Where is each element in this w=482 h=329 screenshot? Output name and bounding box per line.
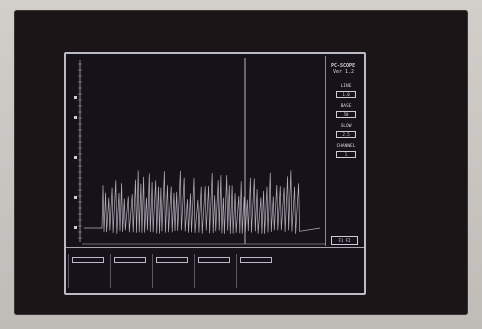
- function-button[interactable]: F1 F2: [331, 236, 358, 245]
- control-channel-value[interactable]: 1: [336, 151, 356, 158]
- control-base-label: BASE: [340, 104, 352, 109]
- bottom-control-4[interactable]: [194, 254, 233, 288]
- control-channel-label: CHANNEL: [336, 144, 356, 149]
- axis-marker: [74, 156, 77, 159]
- waveform-plot-area: [70, 56, 326, 246]
- control-line-value[interactable]: 1.0: [336, 91, 356, 98]
- control-slow-label: SLOW: [340, 124, 352, 129]
- waveform-trace: [84, 170, 321, 234]
- bottom-control-1[interactable]: [68, 254, 107, 288]
- control-base-value[interactable]: 50: [336, 111, 356, 118]
- control-slow-value[interactable]: 2.5: [336, 131, 356, 138]
- bottom-control-2-value[interactable]: [114, 257, 146, 263]
- control-base[interactable]: BASE 50: [332, 104, 360, 118]
- bottom-control-4-value[interactable]: [198, 257, 230, 263]
- axis-marker: [74, 196, 77, 199]
- axis-marker: [74, 226, 77, 229]
- axis-marker: [74, 116, 77, 119]
- bottom-control-bar: [66, 247, 364, 292]
- control-channel[interactable]: CHANNEL 1: [332, 144, 360, 158]
- status-readout: [276, 252, 362, 288]
- app-title: PC-SCOPE: [331, 63, 356, 69]
- bottom-control-5-value[interactable]: [240, 257, 272, 263]
- bottom-control-5[interactable]: [236, 254, 275, 288]
- bottom-control-3-value[interactable]: [156, 257, 188, 263]
- bottom-control-3[interactable]: [152, 254, 191, 288]
- app-version: Ver 1.2: [333, 69, 355, 75]
- bottom-control-2[interactable]: [110, 254, 149, 288]
- control-line-label: LINE: [340, 84, 352, 89]
- oscilloscope-screen: [64, 52, 366, 295]
- bottom-control-1-value[interactable]: [72, 257, 104, 263]
- control-line[interactable]: LINE 1.0: [332, 84, 360, 98]
- axis-marker: [74, 96, 77, 99]
- side-control-panel: PC-SCOPE Ver 1.2 LINE 1.0 BASE 50 SLOW 2…: [327, 58, 363, 248]
- control-slow[interactable]: SLOW 2.5: [332, 124, 360, 138]
- waveform-svg: [74, 58, 325, 245]
